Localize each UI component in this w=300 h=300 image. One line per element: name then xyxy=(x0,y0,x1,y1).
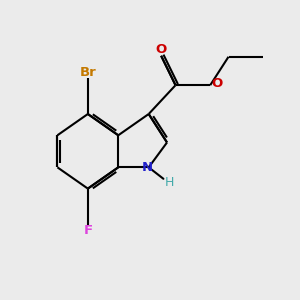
Text: O: O xyxy=(155,43,167,56)
Text: O: O xyxy=(212,77,223,90)
Text: N: N xyxy=(142,161,153,174)
Text: H: H xyxy=(165,176,174,189)
Text: Br: Br xyxy=(80,66,96,79)
Text: F: F xyxy=(83,224,92,237)
